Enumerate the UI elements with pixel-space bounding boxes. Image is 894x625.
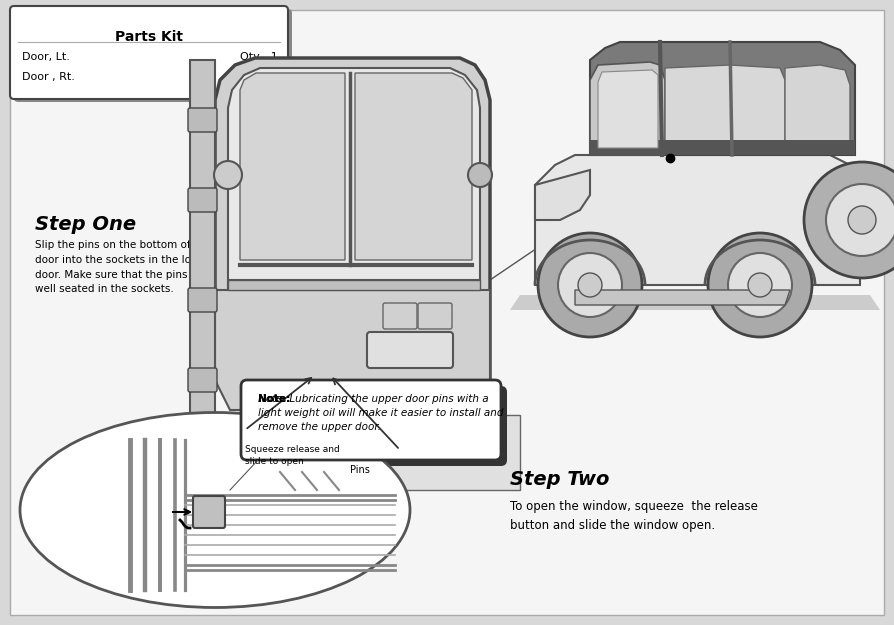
Polygon shape bbox=[575, 290, 790, 305]
Polygon shape bbox=[355, 73, 472, 260]
FancyBboxPatch shape bbox=[241, 380, 501, 460]
Text: Note: Lubricating the upper door pins with a
light weight oil will make it easie: Note: Lubricating the upper door pins wi… bbox=[258, 394, 503, 432]
Polygon shape bbox=[215, 58, 490, 380]
FancyBboxPatch shape bbox=[188, 288, 217, 312]
Circle shape bbox=[538, 233, 642, 337]
FancyBboxPatch shape bbox=[188, 108, 217, 132]
Polygon shape bbox=[590, 62, 665, 155]
Circle shape bbox=[558, 253, 622, 317]
Circle shape bbox=[578, 273, 602, 297]
Text: Note:: Note: bbox=[258, 394, 291, 404]
FancyBboxPatch shape bbox=[193, 496, 225, 528]
Polygon shape bbox=[590, 42, 855, 155]
FancyBboxPatch shape bbox=[10, 6, 288, 99]
FancyBboxPatch shape bbox=[188, 368, 217, 392]
Ellipse shape bbox=[20, 412, 410, 608]
FancyBboxPatch shape bbox=[188, 188, 217, 212]
Text: Note:: Note: bbox=[258, 394, 291, 404]
Text: To open the window, squeeze  the release
button and slide the window open.: To open the window, squeeze the release … bbox=[510, 500, 758, 532]
Polygon shape bbox=[290, 415, 520, 490]
Circle shape bbox=[826, 184, 894, 256]
Polygon shape bbox=[215, 290, 490, 410]
Circle shape bbox=[848, 206, 876, 234]
Circle shape bbox=[214, 161, 242, 189]
Text: Door, Lt.: Door, Lt. bbox=[22, 52, 70, 62]
Text: Squeeze release and
slide to open: Squeeze release and slide to open bbox=[245, 445, 340, 466]
Polygon shape bbox=[535, 155, 860, 285]
Polygon shape bbox=[240, 73, 345, 260]
Polygon shape bbox=[228, 68, 480, 370]
Polygon shape bbox=[598, 70, 658, 148]
Circle shape bbox=[748, 273, 772, 297]
Text: Parts Kit: Parts Kit bbox=[115, 30, 183, 44]
Polygon shape bbox=[535, 170, 590, 220]
Polygon shape bbox=[190, 60, 215, 440]
Text: Step Two: Step Two bbox=[510, 470, 610, 489]
Polygon shape bbox=[590, 140, 855, 155]
Text: Slip the pins on the bottom of the
door into the sockets in the lower
door. Make: Slip the pins on the bottom of the door … bbox=[35, 240, 211, 294]
FancyBboxPatch shape bbox=[367, 332, 453, 368]
Circle shape bbox=[804, 162, 894, 278]
Text: Door , Rt.: Door , Rt. bbox=[22, 72, 75, 82]
Polygon shape bbox=[510, 295, 880, 310]
Text: Qty - 1: Qty - 1 bbox=[240, 52, 278, 62]
Polygon shape bbox=[785, 65, 850, 148]
Polygon shape bbox=[228, 280, 480, 290]
Text: Step One: Step One bbox=[35, 215, 136, 234]
FancyBboxPatch shape bbox=[10, 10, 884, 615]
Circle shape bbox=[708, 233, 812, 337]
FancyBboxPatch shape bbox=[14, 9, 292, 102]
FancyBboxPatch shape bbox=[247, 386, 507, 466]
FancyBboxPatch shape bbox=[418, 303, 452, 329]
Circle shape bbox=[468, 163, 492, 187]
Text: Qty - 1: Qty - 1 bbox=[240, 72, 278, 82]
FancyBboxPatch shape bbox=[383, 303, 417, 329]
Polygon shape bbox=[665, 65, 785, 148]
Text: Pins: Pins bbox=[350, 465, 370, 475]
Circle shape bbox=[728, 253, 792, 317]
